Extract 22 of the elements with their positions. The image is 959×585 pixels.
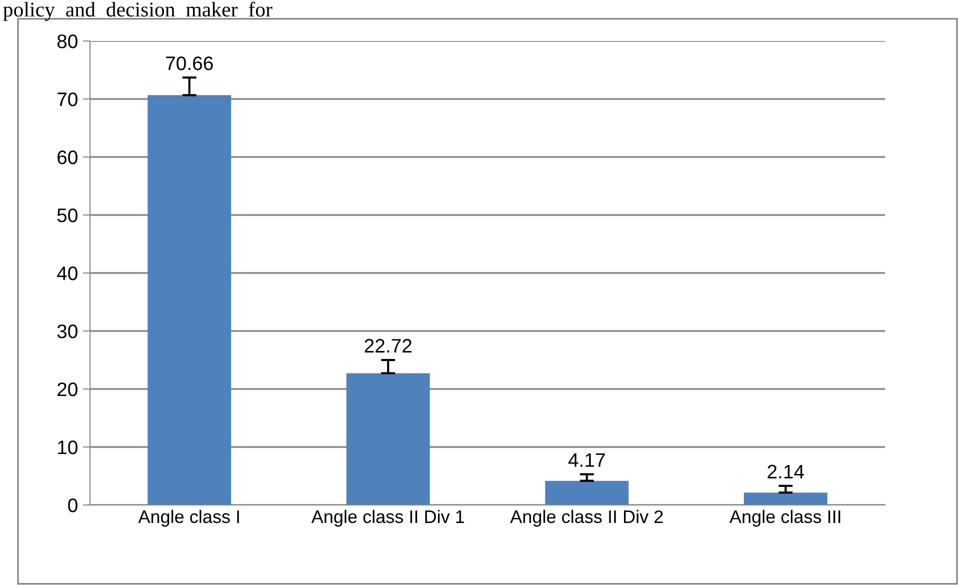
- x-tick-label: Angle class I: [138, 510, 239, 527]
- x-tick-label: Angle class II Div 1: [311, 510, 464, 527]
- y-tick-label: 0: [68, 498, 78, 512]
- data-label: 22.72: [364, 338, 412, 352]
- x-tick-label: Angle class II Div 2: [510, 510, 663, 527]
- bar: [148, 95, 232, 505]
- data-label: 4.17: [568, 453, 605, 467]
- bar: [545, 480, 629, 505]
- x-tick-label: Angle class III: [729, 510, 840, 527]
- y-tick-label: 50: [57, 208, 78, 222]
- y-tick-label: 20: [58, 382, 78, 396]
- data-label: 2.14: [768, 464, 804, 478]
- y-tick-label: 30: [57, 324, 78, 338]
- y-tick-label: 40: [57, 266, 78, 280]
- bar: [346, 373, 430, 505]
- bar: [744, 492, 828, 505]
- y-tick-label: 80: [57, 34, 78, 48]
- y-tick-label: 60: [58, 150, 78, 164]
- y-tick-label: 70: [58, 92, 78, 106]
- data-label: 70.66: [166, 56, 213, 70]
- y-tick-label: 10: [58, 440, 78, 454]
- text: policy and decision maker for: [3, 2, 272, 21]
